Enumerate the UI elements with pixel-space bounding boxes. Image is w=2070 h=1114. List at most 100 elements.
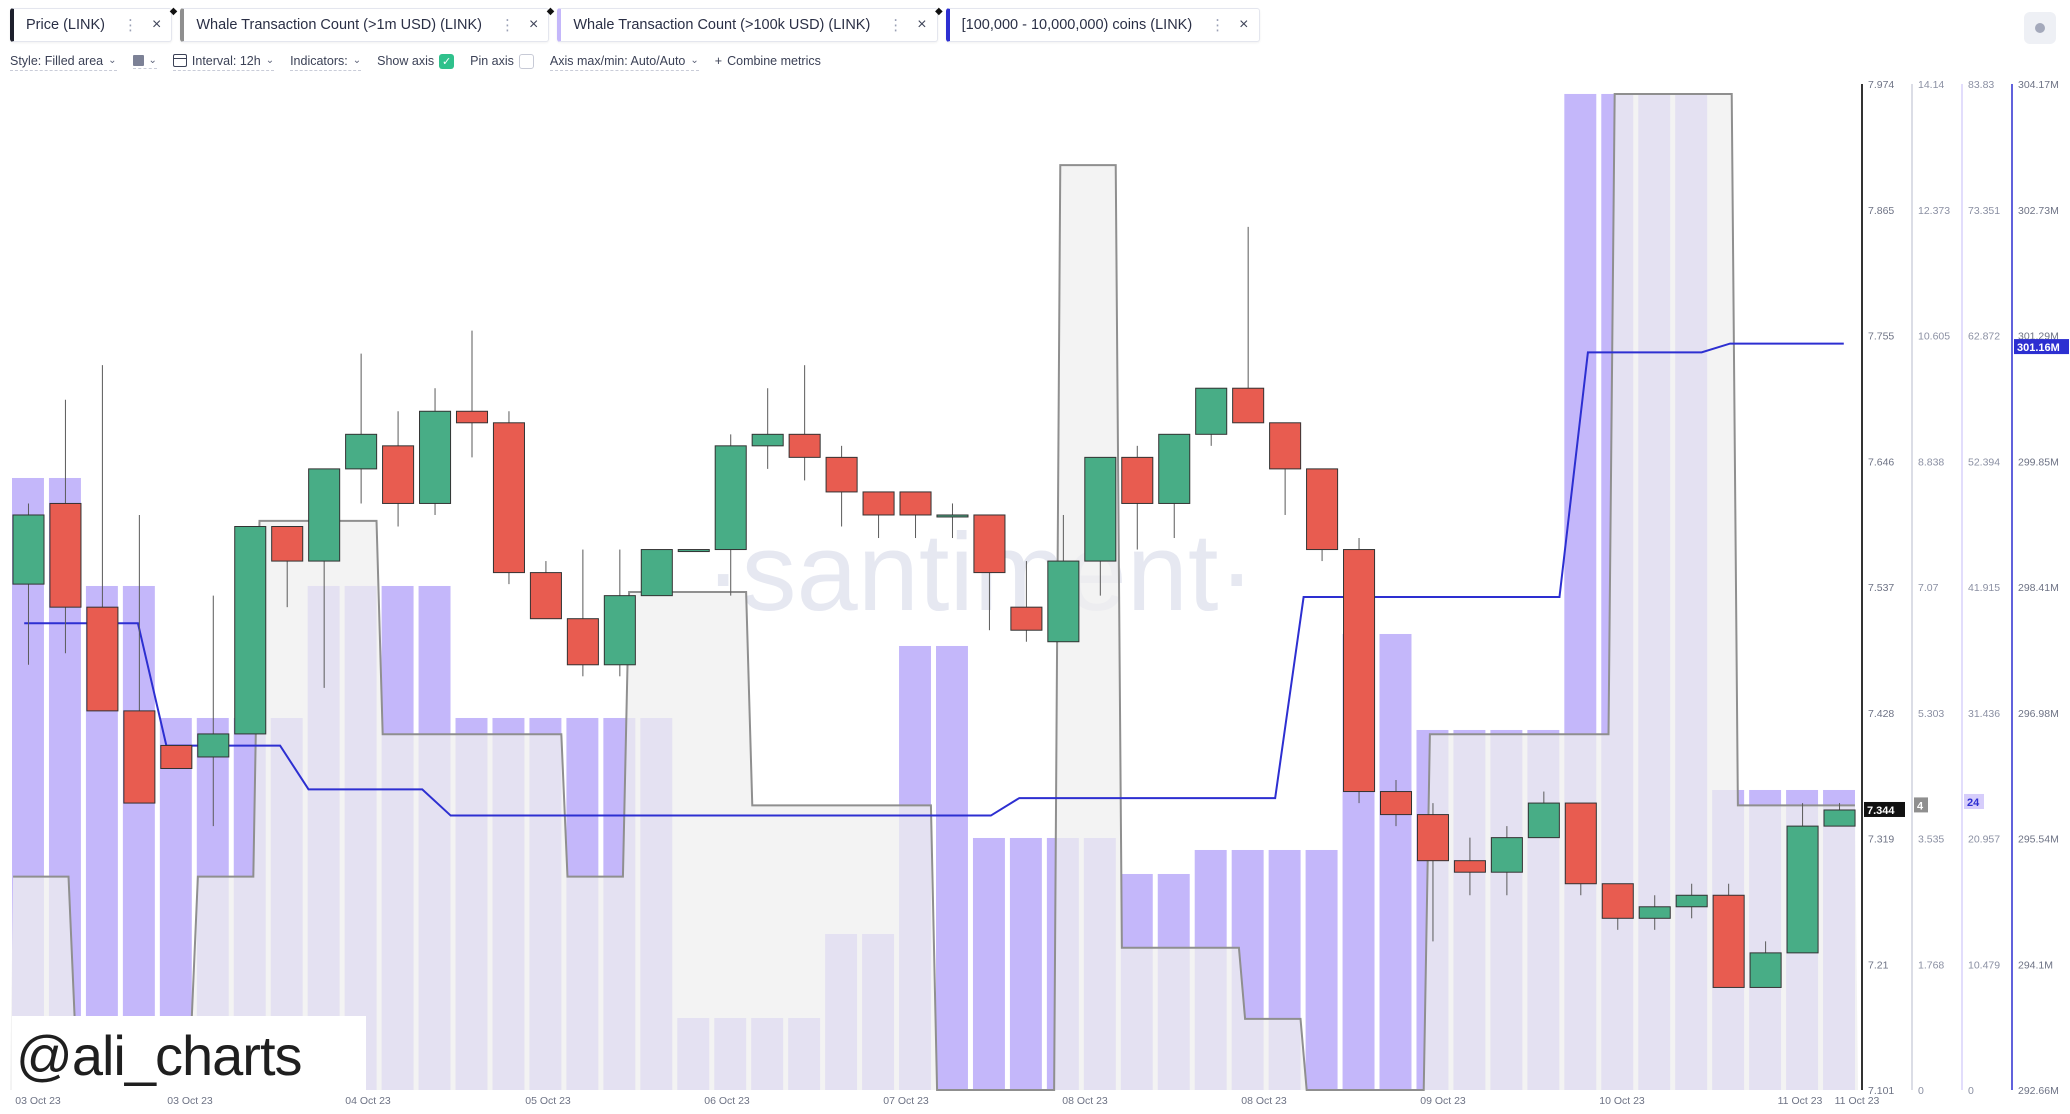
axis-tick-label: 7.101 — [1868, 1085, 1894, 1097]
indicators-select[interactable]: Indicators: ⌄ — [290, 53, 362, 71]
axis-tick-label: 0 — [1918, 1085, 1924, 1097]
more-icon[interactable]: ⋮ — [1210, 17, 1226, 34]
price-candle — [345, 353, 378, 504]
axis-tick-label: 298.41M — [2018, 582, 2059, 594]
color-drop-icon[interactable]: ◆ — [169, 6, 178, 17]
close-icon[interactable]: × — [1239, 16, 1249, 33]
price-candle — [788, 365, 821, 481]
x-axis: 03 Oct 23 03 Oct 23 04 Oct 23 05 Oct 23 06 O… — [15, 1095, 1879, 1107]
price-candle — [862, 491, 895, 539]
candle-body — [1232, 387, 1265, 424]
metric-tabs: Price (LINK) ⋮ × ◆ Whale Transaction Cou… — [10, 6, 1260, 42]
pin-axis-label: Pin axis — [470, 54, 514, 68]
price-candle — [640, 549, 673, 597]
candle-body — [751, 433, 784, 447]
color-drop-icon[interactable]: ◆ — [934, 6, 943, 17]
candle-body — [640, 549, 673, 597]
show-axis-label: Show axis — [377, 54, 435, 68]
candle-body — [86, 606, 119, 712]
axis-current-badge — [1964, 793, 1984, 809]
combine-metrics-button[interactable]: + Combine metrics — [715, 54, 821, 70]
tab-label: Whale Transaction Count (>100k USD) (LIN… — [573, 17, 871, 33]
calendar-icon — [172, 54, 187, 67]
axis-whale_1m: 14.14 12.373 10.605 8.838 7.07 5.303 3.535 1.76… — [1911, 79, 1950, 1097]
style-select[interactable]: Style: Filled area ⌄ — [10, 54, 117, 71]
close-icon[interactable]: × — [528, 16, 539, 33]
show-axis-toggle[interactable]: Show axis ✓ — [377, 53, 455, 71]
x-tick-label: 03 Oct 23 — [167, 1095, 213, 1107]
price-candle — [603, 549, 636, 677]
more-icon[interactable]: ⋮ — [499, 17, 515, 34]
tab-holders[interactable]: [100,000 - 10,000,000) coins (LINK) ⋮ × — [945, 8, 1260, 42]
color-drop-icon[interactable]: ◆ — [546, 6, 555, 17]
candle-body — [492, 422, 525, 574]
more-icon[interactable]: ⋮ — [122, 17, 138, 34]
price-candle — [123, 514, 156, 804]
axis-current-badge — [1914, 797, 1928, 813]
axis-tick-label: 3.535 — [1918, 834, 1944, 846]
close-icon[interactable]: × — [917, 16, 927, 33]
price-candle — [936, 503, 969, 539]
candle-body — [308, 468, 341, 562]
x-tick-label: 04 Oct 23 — [345, 1095, 391, 1107]
price-candle — [1195, 387, 1228, 446]
candle-body — [825, 456, 858, 493]
indicators-label: Indicators: — [290, 53, 348, 68]
whale-100k-bar — [1009, 837, 1042, 1090]
candle-body — [1823, 809, 1856, 827]
candle-body — [1786, 825, 1819, 954]
tab-whale-1m[interactable]: Whale Transaction Count (>1m USD) (LINK)… — [180, 6, 554, 42]
more-icon[interactable]: ⋮ — [888, 17, 904, 34]
candle-body — [1749, 952, 1782, 988]
candle-body — [160, 744, 193, 769]
price-candle — [973, 514, 1006, 631]
axis-tick-label: 299.85M — [2018, 456, 2059, 468]
price-candle — [1453, 837, 1486, 896]
axis-tick-label: 52.394 — [1968, 456, 2000, 468]
color-select[interactable]: ⌄ — [132, 55, 157, 69]
axis-tick-label: 294.1M — [2018, 959, 2053, 971]
candle-body — [603, 595, 636, 666]
candle-body — [1121, 456, 1154, 504]
checkbox-empty[interactable] — [518, 53, 534, 69]
price-candle — [1786, 803, 1819, 954]
tab-label: [100,000 - 10,000,000) coins (LINK) — [961, 17, 1193, 33]
settings-dot-button[interactable] — [2024, 12, 2056, 44]
checkmark-icon[interactable]: ✓ — [439, 53, 455, 69]
axis-current-label: 4 — [1917, 800, 1924, 812]
price-candle — [825, 445, 858, 527]
candle-body — [345, 433, 378, 470]
x-tick-label: 11 Oct 23 — [1778, 1095, 1823, 1107]
close-icon[interactable]: × — [151, 16, 162, 33]
axis-current-label: 24 — [1967, 797, 1980, 809]
axis-tick-label: 296.98M — [2018, 708, 2059, 720]
price-candle — [1675, 883, 1708, 919]
axis-tick-label: 41.915 — [1968, 582, 2000, 594]
axis-current-badge — [2014, 339, 2069, 355]
candle-body — [1047, 560, 1080, 643]
candle-body — [1527, 802, 1560, 839]
price-candle — [86, 365, 119, 712]
interval-select[interactable]: Interval: 12h ⌄ — [172, 54, 275, 71]
candle-body — [1379, 791, 1413, 816]
axis-tick-label: 83.83 — [1968, 79, 1994, 91]
price-candle — [529, 561, 562, 620]
axis-tick-label: 7.865 — [1868, 205, 1894, 217]
axis-tick-label: 7.646 — [1868, 456, 1894, 468]
price-candle — [1010, 561, 1043, 642]
pin-axis-toggle[interactable]: Pin axis — [470, 53, 534, 71]
price-candle — [677, 549, 710, 553]
axis-tick-label: 73.351 — [1968, 205, 2000, 217]
tab-whale-100k[interactable]: Whale Transaction Count (>100k USD) (LIN… — [557, 6, 943, 42]
x-tick-label: 11 Oct 23 — [1835, 1095, 1880, 1107]
price-candle — [455, 330, 489, 458]
style-label: Style: Filled area — [10, 53, 104, 68]
price-candle — [1749, 941, 1782, 988]
axis-tick-label: 7.319 — [1868, 834, 1894, 846]
tab-price[interactable]: Price (LINK) ⋮ × ◆ — [10, 6, 177, 42]
price-candle — [197, 595, 230, 827]
axis-tick-label: 295.54M — [2018, 834, 2059, 846]
price-candle — [1601, 883, 1634, 930]
axis-maxmin-select[interactable]: Axis max/min: Auto/Auto ⌄ — [549, 54, 699, 71]
